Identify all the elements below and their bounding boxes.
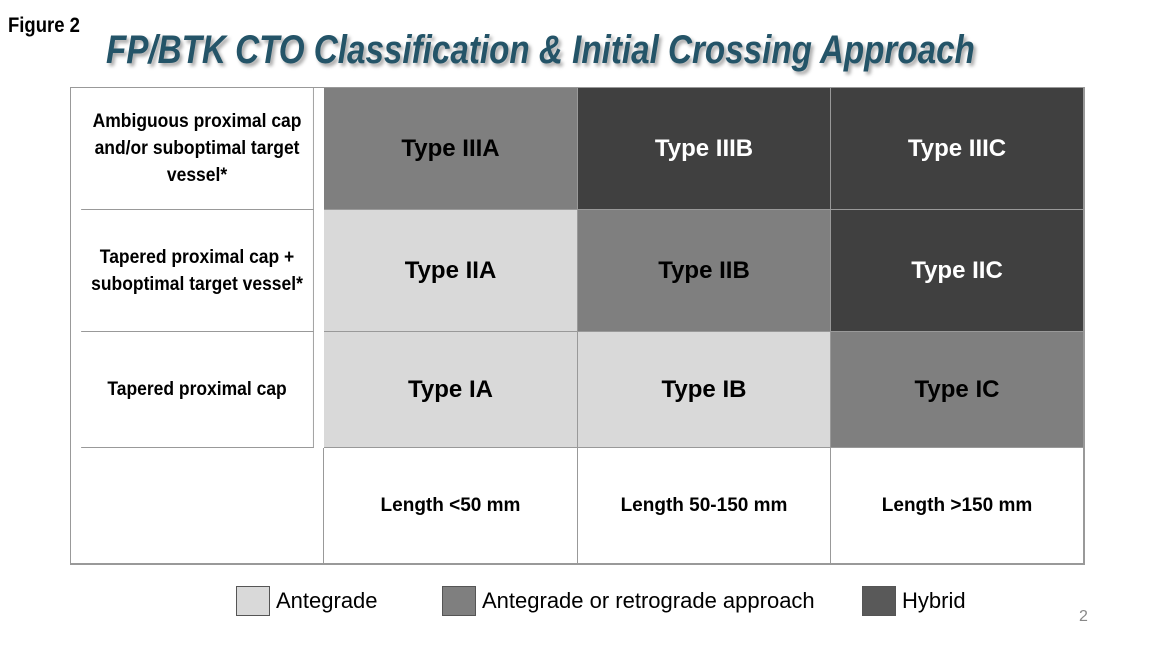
legend-item-antegrade: Antegrade [236,586,378,616]
cell-type-iic: Type IIC [831,210,1084,332]
length-label: Length <50 mm [324,448,578,564]
legend-label: Antegrade [276,588,378,613]
legend-item-antegrade-retrograde: Antegrade or retrograde approach [442,586,815,616]
cell-type-iiia: Type IIIA [324,88,578,210]
row-label: Tapered proximal cap [81,332,314,448]
cell-type-iib: Type IIB [578,210,831,332]
legend-swatch [236,586,270,616]
length-label: Length >150 mm [831,448,1084,564]
page-number: 2 [1079,608,1088,625]
length-label: Length 50-150 mm [578,448,831,564]
classification-table: Ambiguous proximal cap and/or suboptimal… [70,87,1085,565]
cell-type-ia: Type IA [324,332,578,448]
row-label: Ambiguous proximal cap and/or suboptimal… [81,88,314,210]
slide-title: FP/BTK CTO Classification & Initial Cros… [106,28,975,72]
cell-type-iiib: Type IIIB [578,88,831,210]
figure-label: Figure 2 [8,14,80,37]
legend-item-hybrid: Hybrid [862,586,966,616]
legend-label: Antegrade or retrograde approach [482,588,815,613]
cell-type-ic: Type IC [831,332,1084,448]
legend-label: Hybrid [902,588,966,613]
cell-type-iia: Type IIA [324,210,578,332]
cell-type-iiic: Type IIIC [831,88,1084,210]
legend-swatch [442,586,476,616]
row-label: Tapered proximal cap + suboptimal target… [81,210,314,332]
legend-swatch [862,586,896,616]
empty-corner-cell [71,448,324,564]
cell-type-ib: Type IB [578,332,831,448]
